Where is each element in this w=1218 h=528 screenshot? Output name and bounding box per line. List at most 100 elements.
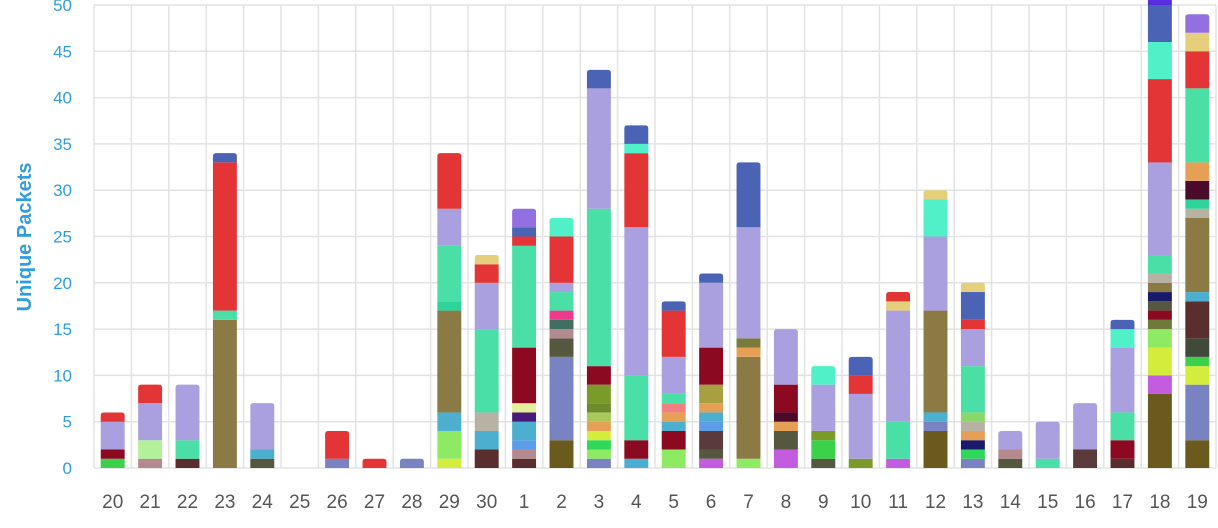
bar-segment: [960, 458, 985, 468]
bar-segment: [474, 282, 499, 330]
bar-segment: [1185, 440, 1210, 468]
bar-segment: [437, 458, 462, 468]
bar-stack: [175, 384, 200, 468]
bar-stack: [437, 153, 462, 468]
x-tick-label: 30: [476, 492, 497, 513]
bar-segment: [886, 421, 911, 459]
bar-segment: [1147, 292, 1172, 302]
bar-segment: [699, 403, 724, 413]
x-tick-label: 23: [214, 492, 235, 513]
bar-segment: [923, 236, 948, 311]
x-tick-label: 13: [962, 492, 983, 513]
bar-segment: [100, 421, 125, 450]
bar-segment: [699, 282, 724, 348]
bar-segment: [1185, 384, 1210, 441]
bar-segment: [848, 393, 873, 459]
bar-segment: [1147, 319, 1172, 330]
bar-stack: [1147, 0, 1172, 468]
bar-stack: [998, 430, 1023, 468]
bar-segment: [250, 403, 275, 450]
bar-segment: [960, 329, 985, 367]
bar-segment: [212, 319, 237, 468]
bar-segment: [437, 245, 462, 302]
bar-segment: [250, 458, 275, 468]
bar-segment: [1147, 393, 1172, 468]
bar-segment: [960, 430, 985, 441]
bar-segment: [773, 421, 798, 431]
bar-segment: [100, 458, 125, 468]
bar-stack: [960, 282, 985, 468]
bar-segment: [586, 366, 611, 385]
bar-segment: [1110, 458, 1135, 468]
bar-segment: [773, 449, 798, 468]
bar-segment: [586, 69, 611, 89]
x-tick-label: 4: [631, 492, 642, 513]
x-tick-label: 6: [706, 492, 717, 513]
bar-stack: [138, 384, 163, 468]
bar-segment: [1147, 310, 1172, 320]
bar-segment: [699, 449, 724, 459]
bar-segment: [512, 347, 537, 404]
bar-segment: [1147, 5, 1172, 43]
bar-segment: [362, 458, 387, 468]
bar-segment: [549, 282, 574, 293]
bar-segment: [661, 310, 686, 357]
bar-stack: [1035, 421, 1060, 468]
bar-stack: [250, 403, 275, 468]
bar-segment: [586, 440, 611, 450]
x-tick-label: 1: [519, 492, 530, 513]
bar-segment: [960, 440, 985, 450]
bar-segment: [960, 412, 985, 422]
bar-segment: [773, 329, 798, 385]
x-tick-label: 19: [1187, 492, 1208, 513]
bar-segment: [100, 449, 125, 459]
bar-segment: [1185, 14, 1210, 33]
bar-segment: [960, 421, 985, 431]
bar-segment: [1185, 162, 1210, 181]
bar-segment: [736, 458, 761, 468]
bar-segment: [886, 301, 911, 311]
x-tick-label: 24: [252, 492, 274, 513]
bar-segment: [549, 356, 574, 441]
bar-segment: [474, 255, 499, 265]
bar-segment: [250, 449, 275, 459]
bar-segment: [212, 310, 237, 320]
y-tick-label: 45: [53, 42, 72, 61]
x-tick-label: 15: [1037, 492, 1058, 513]
x-tick-label: 20: [102, 492, 123, 513]
bar-stack: [212, 153, 237, 468]
bar-segment: [886, 310, 911, 422]
bar-segment: [624, 375, 649, 441]
bar-segment: [998, 458, 1023, 468]
bar-segment: [624, 153, 649, 228]
bar-segment: [661, 301, 686, 311]
bar-segment: [1185, 88, 1210, 163]
x-tick-label: 29: [439, 492, 460, 513]
bar-segment: [1185, 301, 1210, 339]
bar-segment: [811, 430, 836, 441]
bar-segment: [138, 458, 163, 468]
y-tick-label: 10: [53, 366, 72, 385]
bar-segment: [138, 403, 163, 441]
bar-segment: [848, 458, 873, 468]
bar-segment: [1147, 162, 1172, 256]
bar-segment: [474, 412, 499, 431]
bar-stack: [362, 458, 387, 468]
y-tick-label: 50: [53, 0, 72, 15]
bar-segment: [512, 421, 537, 441]
bar-stack: [1185, 14, 1210, 468]
bar-segment: [1185, 217, 1210, 293]
bar-segment: [437, 412, 462, 431]
bar-segment: [474, 430, 499, 450]
bar-segment: [212, 153, 237, 163]
x-tick-label: 7: [743, 492, 754, 513]
bar-segment: [1110, 440, 1135, 459]
bar-segment: [661, 449, 686, 468]
bar-segment: [1147, 329, 1172, 348]
bar-segment: [512, 403, 537, 413]
bar-segment: [1185, 180, 1210, 200]
bar-segment: [1185, 208, 1210, 218]
bar-segment: [1185, 356, 1210, 367]
bar-segment: [661, 412, 686, 422]
